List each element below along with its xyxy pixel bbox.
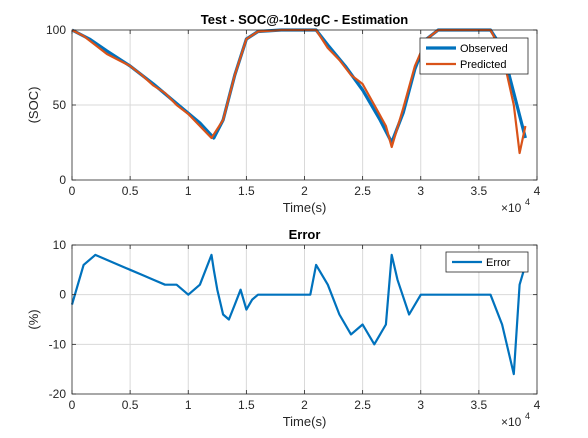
x-tick-label: 2.5 — [354, 398, 371, 412]
x-tick-label: 0 — [69, 398, 76, 412]
x-tick-label: 2.5 — [354, 184, 371, 198]
soc-chart: 0 0.5 1 1.5 2 2.5 3 3.5 4 0 50 100 Test - SOC@-10deg… — [26, 12, 541, 215]
x-tick-label: 0.5 — [122, 184, 139, 198]
x-tick-label: 0 — [69, 184, 76, 198]
y-tick-label: 100 — [46, 23, 66, 37]
y-tick-label: 0 — [59, 288, 66, 302]
y-axis-label: (SOC) — [26, 87, 41, 124]
legend-label-predicted: Predicted — [460, 59, 506, 71]
y-tick-label: -10 — [49, 337, 67, 351]
chart-title: Error — [289, 227, 321, 242]
x-tick-label: 1 — [185, 184, 192, 198]
x-tick-label: 4 — [534, 398, 541, 412]
x-tick-label: 3.5 — [471, 184, 488, 198]
y-tick-label: 50 — [53, 98, 67, 112]
y-axis-label: (%) — [26, 309, 41, 329]
x-tick-label: 2 — [301, 398, 308, 412]
x-tick-label: 3.5 — [471, 398, 488, 412]
x-tick-label: 3 — [417, 184, 424, 198]
x-tick-label: 2 — [301, 184, 308, 198]
x-tick-label: 1.5 — [238, 398, 255, 412]
x-tick-label: 4 — [534, 184, 541, 198]
x-multiplier-label: ×10 — [501, 201, 522, 215]
x-multiplier-label: ×10 — [501, 415, 522, 429]
x-tick-label: 1.5 — [238, 184, 255, 198]
y-tick-label: -20 — [49, 387, 67, 401]
y-tick-label: 0 — [59, 173, 66, 187]
series-line-error — [70, 253, 527, 376]
y-tick-label: 10 — [53, 238, 67, 252]
chart-title: Test - SOC@-10degC - Estimation — [201, 12, 409, 27]
legend-label-observed: Observed — [460, 43, 508, 55]
x-tick-label: 0.5 — [122, 398, 139, 412]
error-chart: 0 0.5 1 1.5 2 2.5 3 3.5 4 -20 -10 0 10 Error Time(s) (%… — [26, 227, 541, 429]
x-tick-label: 1 — [185, 398, 192, 412]
x-axis-label: Time(s) — [283, 414, 327, 429]
legend-label-error: Error — [486, 257, 511, 269]
legend-box — [419, 37, 529, 75]
legend-box — [445, 251, 529, 273]
x-multiplier-exponent: 4 — [525, 197, 530, 207]
x-tick-label: 3 — [417, 398, 424, 412]
x-multiplier-exponent: 4 — [525, 411, 530, 421]
x-axis-label: Time(s) — [283, 200, 327, 215]
